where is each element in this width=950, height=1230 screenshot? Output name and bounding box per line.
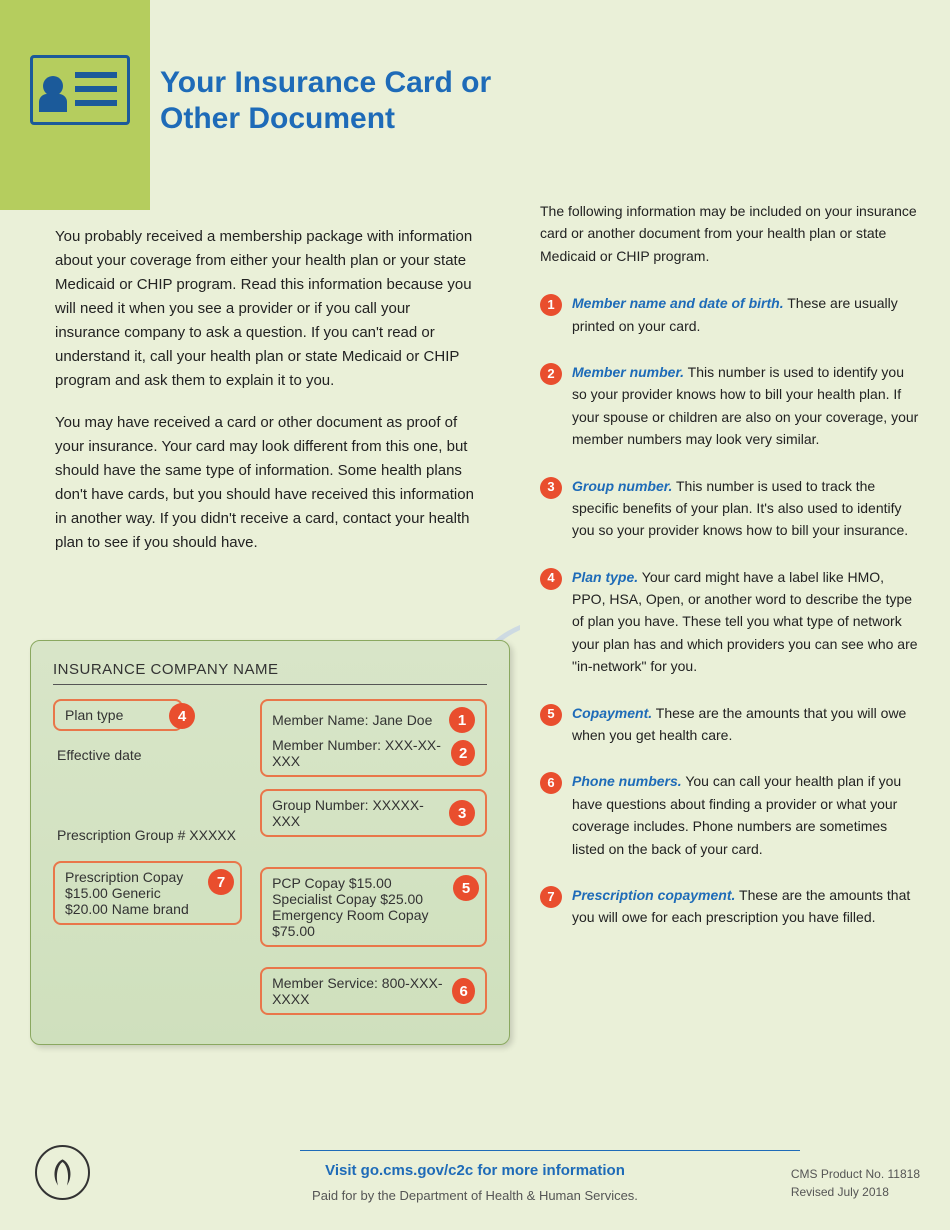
definition-item: 3 Group number. This number is used to tr… [540, 475, 920, 542]
badge-7: 7 [208, 869, 234, 895]
rx-copay-box: Prescription Copay $15.00 Generic $20.00… [53, 861, 242, 925]
badge-5: 5 [453, 875, 479, 901]
definition-item: 7 Prescription copayment. These are the a… [540, 884, 920, 929]
effective-date: Effective date [53, 743, 242, 773]
definition-badge: 7 [540, 886, 562, 908]
intro-column: You probably received a membership packa… [55, 225, 475, 573]
badge-6: 6 [452, 978, 475, 1004]
copay-box: PCP Copay $15.00 Specialist Copay $25.00… [260, 867, 487, 947]
page-title: Your Insurance Card or Other Document [160, 65, 560, 137]
badge-2: 2 [451, 740, 475, 766]
insurance-card-sample: INSURANCE COMPANY NAME Plan type 4 Effec… [30, 640, 510, 1045]
footer-product-info: CMS Product No. 11818 Revised July 2018 [791, 1165, 920, 1201]
rx-group: Prescription Group # XXXXX [53, 823, 242, 853]
definition-item: 2 Member number. This number is used to i… [540, 361, 920, 451]
definition-item: 5 Copayment. These are the amounts that y… [540, 702, 920, 747]
id-card-icon [30, 55, 130, 125]
company-name: INSURANCE COMPANY NAME [53, 661, 487, 685]
plan-type-box: Plan type 4 [53, 699, 183, 731]
member-box: Member Name: Jane Doe 1 Member Number: X… [260, 699, 487, 777]
definition-text: Phone numbers. You can call your health … [572, 770, 920, 860]
definition-text: Plan type. Your card might have a label … [572, 566, 920, 678]
definition-item: 6 Phone numbers. You can call your health… [540, 770, 920, 860]
definitions-intro: The following information may be include… [540, 200, 920, 267]
definition-badge: 6 [540, 772, 562, 794]
definition-badge: 2 [540, 363, 562, 385]
definition-item: 4 Plan type. Your card might have a label… [540, 566, 920, 678]
definition-badge: 5 [540, 704, 562, 726]
definition-badge: 4 [540, 568, 562, 590]
footer-divider [300, 1150, 800, 1151]
badge-3: 3 [449, 800, 475, 826]
definition-badge: 3 [540, 477, 562, 499]
definition-text: Prescription copayment. These are the am… [572, 884, 920, 929]
group-box: Group Number: XXXXX-XXX 3 [260, 789, 487, 837]
page-footer: Visit go.cms.gov/c2c for more informatio… [0, 1130, 950, 1230]
badge-4: 4 [169, 703, 195, 729]
intro-p2: You may have received a card or other do… [55, 411, 475, 555]
definitions-column: The following information may be include… [540, 200, 920, 953]
badge-1: 1 [449, 707, 475, 733]
definition-badge: 1 [540, 294, 562, 316]
service-box: Member Service: 800-XXX-XXXX 6 [260, 967, 487, 1015]
definition-text: Member name and date of birth. These are… [572, 292, 920, 337]
definition-item: 1 Member name and date of birth. These ar… [540, 292, 920, 337]
definition-text: Member number. This number is used to id… [572, 361, 920, 451]
intro-p1: You probably received a membership packa… [55, 225, 475, 393]
definition-text: Copayment. These are the amounts that yo… [572, 702, 920, 747]
definition-text: Group number. This number is used to tra… [572, 475, 920, 542]
